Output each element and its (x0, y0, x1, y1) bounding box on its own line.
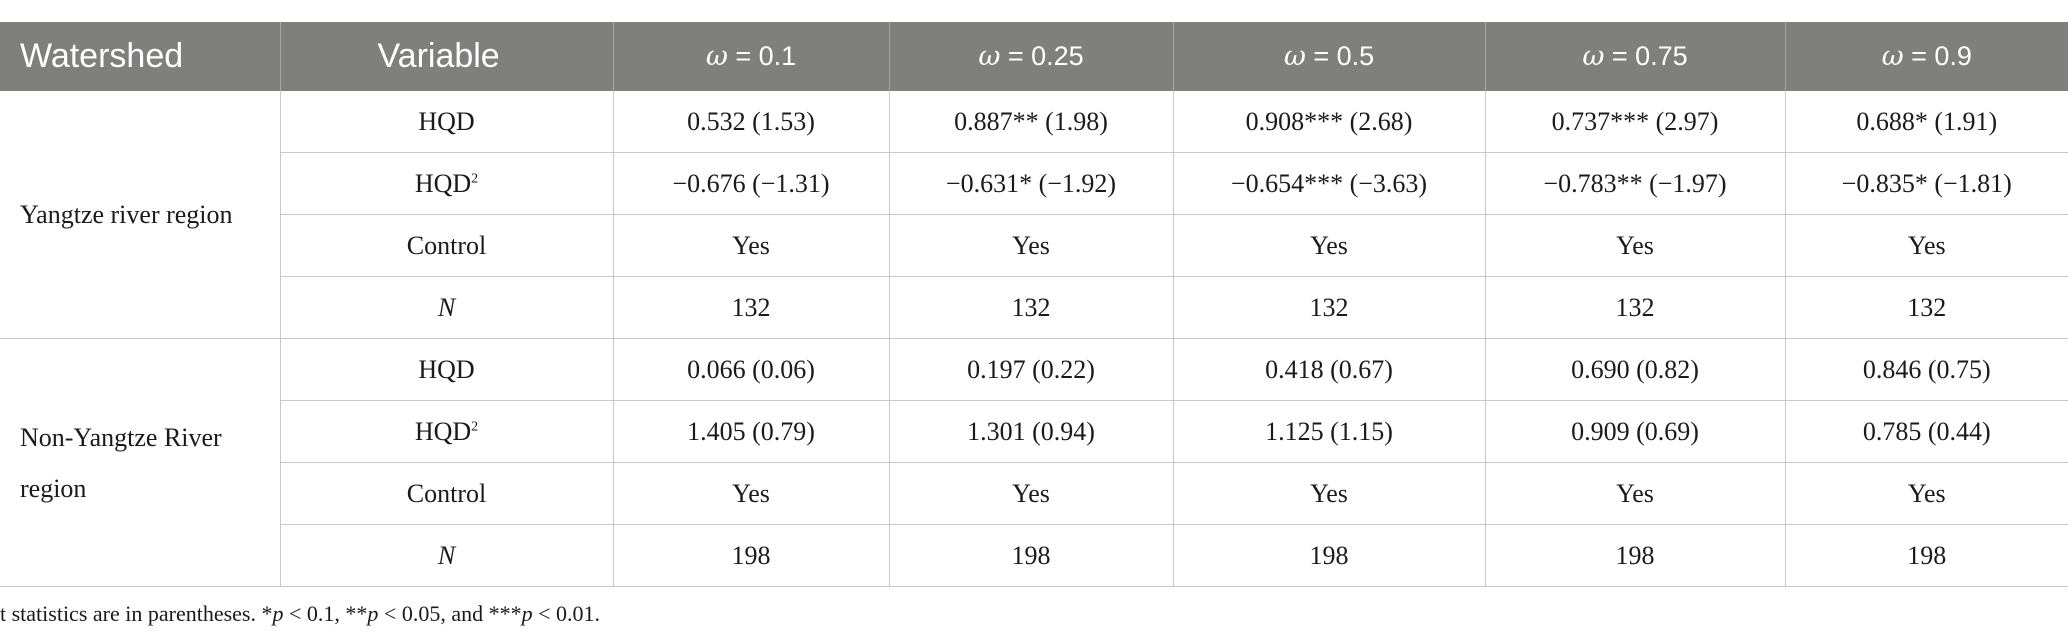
header-omega-2: ω = 0.25 (889, 22, 1174, 91)
value-cell: −0.835* (−1.81) (1784, 152, 2068, 215)
value-cell: −0.676 (−1.31) (612, 152, 890, 215)
value-cell: 0.688* (1.91) (1784, 91, 2068, 153)
value-cell: 0.846 (0.75) (1784, 338, 2068, 401)
variable-cell: HQD (279, 338, 614, 401)
table-footnote: t statistics are in parentheses. *p < 0.… (0, 601, 600, 626)
value-cell: 132 (888, 276, 1174, 339)
table-header-row: Watershed Variable ω = 0.1 ω = 0.25 ω = … (0, 22, 2068, 91)
table-row: Yangtze river region HQD 0.532 (1.53) 0.… (0, 91, 2068, 339)
value-cell: −0.783** (−1.97) (1484, 152, 1786, 215)
header-omega-5: ω = 0.9 (1785, 22, 2068, 91)
value-cell: 132 (612, 276, 890, 339)
variable-cell: HQD (279, 91, 614, 153)
value-cell: −0.654*** (−3.63) (1172, 152, 1486, 215)
variable-cell: N (280, 276, 614, 339)
value-cell: 0.887** (1.98) (888, 91, 1174, 153)
results-table-container: Watershed Variable ω = 0.1 ω = 0.25 ω = … (0, 22, 2068, 587)
region-cell-non-yangtze: Non-Yangtze River region (0, 338, 281, 587)
value-cell: 0.532 (1.53) (612, 91, 890, 153)
value-cell: 198 (1172, 524, 1486, 587)
table-row: N 198 198 198 198 198 (0, 524, 2068, 587)
header-omega-4: ω = 0.75 (1485, 22, 1786, 91)
value-cell: Yes (1172, 214, 1486, 277)
value-cell: 132 (1172, 276, 1486, 339)
value-cell: 132 (1784, 276, 2068, 339)
value-cell: 0.909 (0.69) (1484, 400, 1786, 463)
value-cell: 0.737*** (2.97) (1484, 91, 1786, 153)
table-row: Control Yes Yes Yes Yes Yes (0, 462, 2068, 525)
region-cell-yangtze: Yangtze river region (0, 91, 281, 339)
value-cell: −0.631* (−1.92) (888, 152, 1174, 215)
value-cell: 0.908*** (2.68) (1172, 91, 1486, 153)
value-cell: Yes (1784, 462, 2068, 525)
quantile-regression-table: Watershed Variable ω = 0.1 ω = 0.25 ω = … (0, 22, 2068, 587)
table-row: HQD2 −0.676 (−1.31) −0.631* (−1.92) −0.6… (0, 152, 2068, 215)
header-omega-3: ω = 0.5 (1173, 22, 1486, 91)
table-row: Non-Yangtze River region HQD 0.066 (0.06)… (0, 338, 2068, 587)
variable-cell: N (280, 524, 614, 587)
table-row: Control Yes Yes Yes Yes Yes (0, 214, 2068, 277)
value-cell: 0.785 (0.44) (1784, 400, 2068, 463)
table-row: HQD2 1.405 (0.79) 1.301 (0.94) 1.125 (1.… (0, 400, 2068, 463)
value-cell: 198 (1784, 524, 2068, 587)
value-cell: Yes (1484, 214, 1786, 277)
value-cell: 0.066 (0.06) (612, 338, 890, 401)
value-cell: 1.405 (0.79) (612, 400, 890, 463)
value-cell: Yes (1784, 214, 2068, 277)
value-cell: 198 (888, 524, 1174, 587)
header-variable: Variable (280, 22, 614, 91)
value-cell: 0.690 (0.82) (1484, 338, 1786, 401)
variable-cell: Control (280, 462, 614, 525)
value-cell: Yes (888, 462, 1174, 525)
value-cell: 1.301 (0.94) (888, 400, 1174, 463)
table-row: N 132 132 132 132 132 (0, 276, 2068, 339)
value-cell: 132 (1484, 276, 1786, 339)
value-cell: 0.418 (0.67) (1172, 338, 1486, 401)
value-cell: Yes (1484, 462, 1786, 525)
variable-cell: Control (280, 214, 614, 277)
variable-cell: HQD2 (280, 400, 614, 463)
variable-cell: HQD2 (280, 152, 614, 215)
value-cell: Yes (612, 462, 890, 525)
value-cell: 1.125 (1.15) (1172, 400, 1486, 463)
header-watershed: Watershed (0, 22, 281, 91)
value-cell: Yes (888, 214, 1174, 277)
header-omega-1: ω = 0.1 (613, 22, 890, 91)
value-cell: 0.197 (0.22) (888, 338, 1174, 401)
value-cell: 198 (1484, 524, 1786, 587)
value-cell: 198 (612, 524, 890, 587)
value-cell: Yes (1172, 462, 1486, 525)
value-cell: Yes (612, 214, 890, 277)
